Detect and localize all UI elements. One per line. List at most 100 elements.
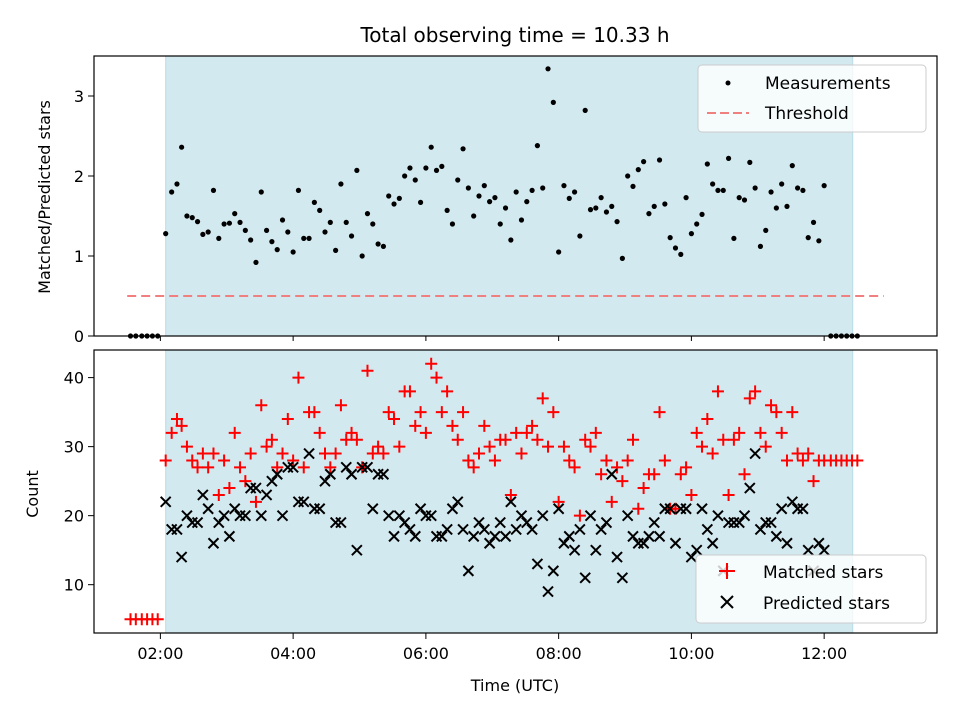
matched-star-point xyxy=(151,613,164,626)
measurement-point xyxy=(343,219,349,225)
predicted-star-point xyxy=(383,509,395,522)
matched-star-point xyxy=(680,461,693,474)
matched-star-point xyxy=(786,406,799,419)
measurement-point xyxy=(311,199,317,205)
measurement-point xyxy=(242,227,248,233)
predicted-star-point xyxy=(409,530,421,543)
measurement-point xyxy=(678,251,684,257)
matched-star-point xyxy=(573,509,586,522)
measurement-point xyxy=(524,199,530,205)
legend-measurements-label: Measurements xyxy=(765,74,891,94)
figure-title: Total observing time = 10.33 h xyxy=(359,23,669,47)
measurement-point xyxy=(757,243,764,249)
matched-star-point xyxy=(218,454,231,467)
measurement-point xyxy=(672,245,679,251)
measurement-point xyxy=(656,157,663,163)
matched-star-point xyxy=(770,406,783,419)
matched-star-point xyxy=(637,482,650,495)
top-y-tick-label: 2 xyxy=(74,167,84,186)
matched-star-point xyxy=(186,454,199,467)
predicted-star-point xyxy=(606,468,618,480)
predicted-star-point xyxy=(648,516,660,529)
measurement-point xyxy=(609,203,615,209)
predicted-star-point xyxy=(207,537,220,549)
matched-star-point xyxy=(605,495,618,508)
predicted-star-point xyxy=(324,468,337,480)
measurement-point xyxy=(810,219,817,225)
predicted-star-point xyxy=(813,537,825,549)
measurement-point xyxy=(816,238,822,244)
bottom-x-axis: 02:00 04:00 06:00 08:00 10:00 12:00 xyxy=(137,633,847,663)
measurement-point xyxy=(306,235,312,241)
matched-star-point xyxy=(733,426,746,439)
predicted-star-point xyxy=(590,544,602,556)
top-points-layer xyxy=(127,66,860,339)
measurement-point xyxy=(237,219,243,225)
measurement-point xyxy=(556,249,562,255)
matched-star-point xyxy=(329,447,342,460)
measurement-point xyxy=(773,205,779,211)
measurement-point xyxy=(327,219,333,225)
matched-star-point xyxy=(568,461,581,474)
matched-star-point xyxy=(403,385,416,398)
matched-star-point xyxy=(632,502,645,515)
predicted-star-point xyxy=(489,530,501,543)
measurement-point xyxy=(417,199,424,205)
matched-star-point xyxy=(542,440,555,453)
measurement-point xyxy=(529,187,535,193)
predicted-star-point xyxy=(818,544,830,556)
measurement-point xyxy=(460,146,466,152)
measurement-point xyxy=(269,239,275,245)
measurement-point xyxy=(439,163,445,169)
predicted-star-point xyxy=(271,468,283,480)
measurement-point xyxy=(391,201,397,207)
measurement-point xyxy=(646,211,652,217)
measurement-point xyxy=(710,181,716,187)
matched-star-point xyxy=(207,447,220,460)
predicted-star-point xyxy=(393,509,406,522)
matched-star-point xyxy=(292,371,305,384)
matched-star-point xyxy=(265,433,278,446)
measurement-point xyxy=(598,195,604,201)
measurement-point xyxy=(455,177,461,183)
predicted-star-point xyxy=(600,516,613,529)
measurement-point xyxy=(614,219,620,225)
measurement-point xyxy=(593,205,599,211)
measurement-point xyxy=(497,221,503,227)
predicted-star-point xyxy=(398,516,411,529)
matched-star-point xyxy=(722,488,735,501)
matched-star-point xyxy=(775,426,788,439)
measurement-point xyxy=(354,167,360,173)
measurement-point xyxy=(720,187,726,193)
predicted-star-point xyxy=(340,461,352,474)
measurement-point xyxy=(317,207,323,213)
measurement-point xyxy=(253,259,259,265)
measurement-point xyxy=(370,221,376,227)
matched-star-point xyxy=(467,461,480,474)
predicted-star-point xyxy=(213,516,225,529)
predicted-star-point xyxy=(239,509,252,522)
predicted-star-point xyxy=(701,523,714,536)
measurement-point xyxy=(301,235,307,241)
predicted-star-point xyxy=(574,523,586,536)
top-y-axis: 0 1 2 3 xyxy=(74,87,94,346)
matched-star-point xyxy=(780,454,793,467)
matched-star-point xyxy=(361,364,374,377)
measurement-point xyxy=(752,185,758,191)
measurement-point xyxy=(375,241,381,247)
predicted-star-point xyxy=(558,537,570,549)
predicted-star-point xyxy=(171,523,183,536)
predicted-star-point xyxy=(521,516,533,529)
x-tick-label: 10:00 xyxy=(668,644,714,663)
measurement-point xyxy=(699,211,705,217)
top-axes-frame xyxy=(93,55,938,337)
predicted-star-point xyxy=(255,509,267,522)
measurement-point xyxy=(502,205,509,211)
measurement-point xyxy=(582,107,588,113)
measurement-point xyxy=(741,197,748,203)
predicted-star-point xyxy=(749,447,761,460)
predicted-star-point xyxy=(770,530,783,543)
measurement-point xyxy=(189,215,195,221)
matched-star-point xyxy=(234,461,247,474)
predicted-star-point xyxy=(229,503,241,515)
